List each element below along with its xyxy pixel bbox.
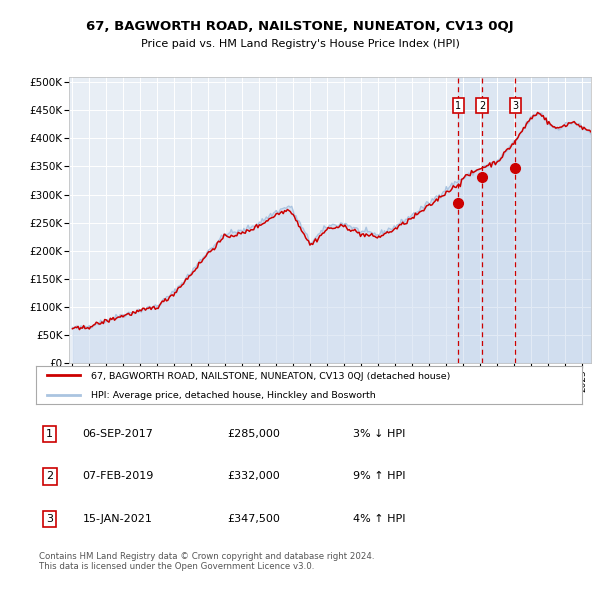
Text: £347,500: £347,500 (227, 514, 280, 524)
Text: 3: 3 (46, 514, 53, 524)
Text: 07-FEB-2019: 07-FEB-2019 (82, 471, 154, 481)
Text: 67, BAGWORTH ROAD, NAILSTONE, NUNEATON, CV13 0QJ (detached house): 67, BAGWORTH ROAD, NAILSTONE, NUNEATON, … (91, 372, 450, 381)
Text: 9% ↑ HPI: 9% ↑ HPI (353, 471, 405, 481)
Text: 15-JAN-2021: 15-JAN-2021 (82, 514, 152, 524)
Text: Price paid vs. HM Land Registry's House Price Index (HPI): Price paid vs. HM Land Registry's House … (140, 40, 460, 49)
Text: 4% ↑ HPI: 4% ↑ HPI (353, 514, 405, 524)
Text: 06-SEP-2017: 06-SEP-2017 (82, 429, 153, 439)
Text: 2: 2 (479, 101, 485, 111)
Text: 3% ↓ HPI: 3% ↓ HPI (353, 429, 405, 439)
Text: £285,000: £285,000 (227, 429, 280, 439)
Text: £332,000: £332,000 (227, 471, 280, 481)
Text: HPI: Average price, detached house, Hinckley and Bosworth: HPI: Average price, detached house, Hinc… (91, 391, 376, 400)
Text: Contains HM Land Registry data © Crown copyright and database right 2024.
This d: Contains HM Land Registry data © Crown c… (39, 552, 374, 571)
Text: 1: 1 (46, 429, 53, 439)
Text: 2: 2 (46, 471, 53, 481)
Text: 1: 1 (455, 101, 461, 111)
Text: 3: 3 (512, 101, 518, 111)
Bar (458, 77, 591, 363)
Text: 67, BAGWORTH ROAD, NAILSTONE, NUNEATON, CV13 0QJ: 67, BAGWORTH ROAD, NAILSTONE, NUNEATON, … (86, 20, 514, 33)
